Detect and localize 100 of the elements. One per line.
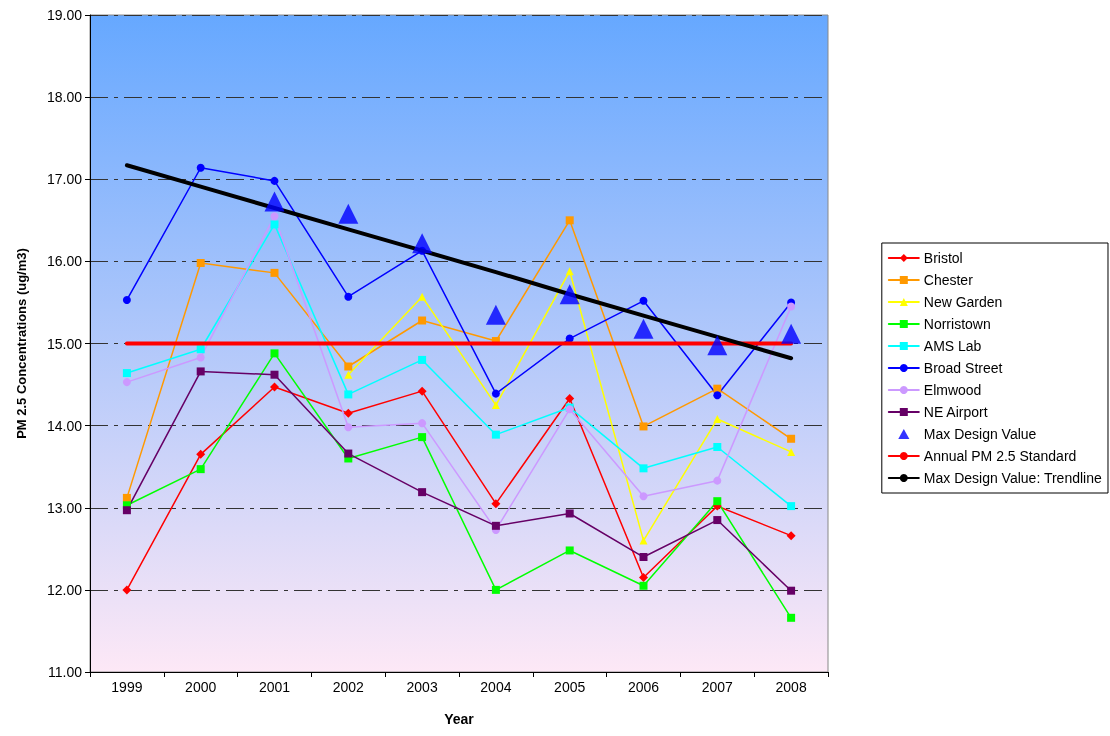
- y-tick-label: 13.00: [46, 499, 83, 516]
- point: [418, 355, 427, 364]
- point: [565, 216, 574, 225]
- legend-label: Chester: [923, 272, 974, 288]
- y-tick-label: 15.00: [46, 335, 83, 352]
- point: [787, 502, 796, 511]
- point: [491, 430, 500, 439]
- point: [338, 203, 359, 224]
- point: [639, 553, 648, 562]
- legend-label: Annual PM 2.5 Standard: [923, 448, 1077, 464]
- point: [787, 447, 796, 456]
- point: [270, 220, 279, 229]
- point: [270, 176, 279, 185]
- legend-label: NE Airport: [923, 404, 988, 420]
- point: [418, 292, 427, 301]
- x-tick-label: 2007: [701, 679, 734, 695]
- point: [787, 613, 796, 622]
- point: [713, 476, 722, 485]
- point: [639, 536, 648, 545]
- x-tick-label: 2000: [185, 679, 217, 695]
- point: [344, 390, 353, 399]
- point: [270, 370, 279, 379]
- point: [713, 516, 722, 525]
- point: [491, 585, 500, 594]
- x-tick-label: 2001: [258, 679, 291, 695]
- point: [787, 302, 796, 311]
- point: [270, 382, 279, 392]
- point: [639, 464, 648, 473]
- point: [713, 497, 722, 506]
- point: [122, 295, 131, 304]
- point: [270, 268, 279, 277]
- point: [196, 465, 205, 474]
- point: [781, 323, 802, 344]
- point: [344, 292, 353, 301]
- point: [122, 506, 131, 515]
- point: [639, 581, 648, 590]
- x-tick-label: 2003: [406, 679, 438, 695]
- point: [707, 335, 728, 356]
- point: [344, 423, 353, 432]
- point: [491, 499, 501, 509]
- line-series: [124, 163, 794, 361]
- legend-label: Norristown: [923, 316, 991, 332]
- legend-label: Bristol: [923, 250, 963, 266]
- point: [412, 233, 433, 254]
- x-tick-label: 2008: [775, 679, 807, 695]
- point: [639, 492, 648, 501]
- point: [418, 419, 427, 428]
- point: [418, 488, 427, 497]
- point: [787, 434, 796, 443]
- point: [270, 349, 279, 358]
- point: [344, 449, 353, 458]
- y-tick-label: 14.00: [46, 417, 83, 434]
- point: [491, 521, 500, 530]
- point: [565, 394, 575, 404]
- legend-label: Elmwood: [923, 382, 982, 398]
- point: [491, 401, 500, 410]
- y-tick-label: 17.00: [46, 171, 83, 188]
- x-tick-label: 2004: [480, 679, 512, 695]
- point: [565, 509, 574, 518]
- y-tick-label: 19.00: [46, 7, 83, 23]
- point: [491, 389, 500, 398]
- point: [196, 163, 205, 172]
- y-axis-title: PM 2.5 Concentrations (ug/m3): [14, 248, 29, 439]
- point: [639, 296, 648, 305]
- point: [485, 304, 506, 325]
- point: [565, 546, 574, 555]
- y-tick-label: 11.00: [48, 664, 83, 680]
- point: [786, 531, 796, 541]
- point: [713, 442, 722, 451]
- point: [196, 449, 206, 459]
- point: [196, 353, 205, 362]
- point: [270, 212, 279, 221]
- x-axis-title: Year: [444, 711, 475, 727]
- point: [344, 362, 353, 371]
- point: [418, 433, 427, 442]
- point: [559, 284, 580, 305]
- point: [344, 370, 353, 379]
- x-tick-label: 1999: [111, 679, 143, 695]
- point: [417, 386, 427, 396]
- point: [122, 369, 131, 378]
- x-tick-label: 2005: [554, 679, 586, 695]
- y-tick-label: 18.00: [46, 89, 83, 106]
- point: [713, 415, 722, 424]
- point: [787, 586, 796, 595]
- legend-label: Max Design Value: Trendline: [923, 470, 1102, 486]
- x-tick-label: 2006: [627, 679, 660, 695]
- point: [264, 191, 285, 212]
- point: [639, 422, 648, 431]
- point: [196, 367, 205, 376]
- x-tick-label: 2002: [332, 679, 365, 695]
- legend-label: Max Design Value: [923, 426, 1037, 442]
- legend-label: New Garden: [923, 294, 1003, 310]
- point: [343, 408, 353, 418]
- point: [122, 585, 132, 595]
- y-tick-label: 12.00: [46, 581, 83, 598]
- point: [639, 573, 648, 583]
- point: [713, 391, 722, 400]
- legend-label: AMS Lab: [923, 338, 982, 354]
- point: [633, 318, 654, 339]
- point: [122, 378, 131, 387]
